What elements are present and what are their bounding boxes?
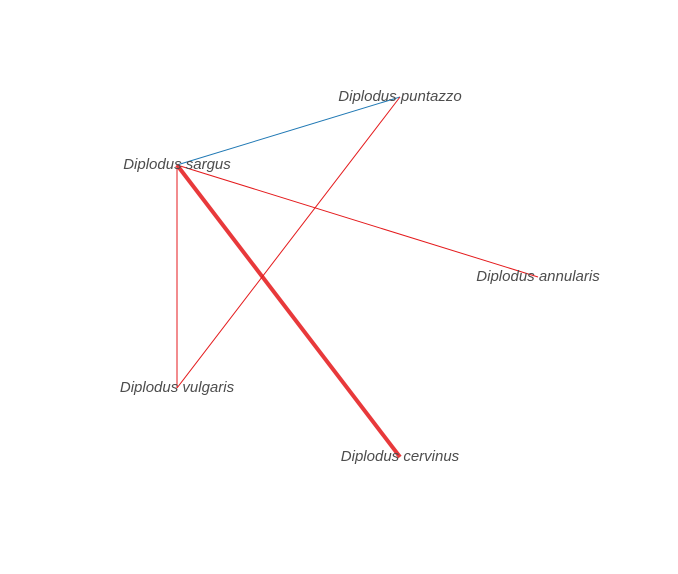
node-label-diplodus-puntazzo: Diplodus puntazzo bbox=[338, 88, 461, 105]
edge-sargus-puntazzo bbox=[176, 96, 401, 166]
node-label-diplodus-cervinus: Diplodus cervinus bbox=[341, 448, 460, 465]
node-label-diplodus-sargus: Diplodus sargus bbox=[123, 156, 231, 173]
label-layer: Diplodus puntazzo Diplodus sargus Diplod… bbox=[120, 88, 600, 465]
edge-sargus-cervinus bbox=[175, 163, 402, 459]
edge-puntazzo-vulgaris bbox=[176, 96, 401, 389]
node-label-diplodus-vulgaris: Diplodus vulgaris bbox=[120, 379, 235, 396]
node-label-diplodus-annularis: Diplodus annularis bbox=[476, 268, 600, 285]
edge-sargus-annularis bbox=[176, 164, 539, 278]
edge-layer bbox=[175, 96, 539, 459]
